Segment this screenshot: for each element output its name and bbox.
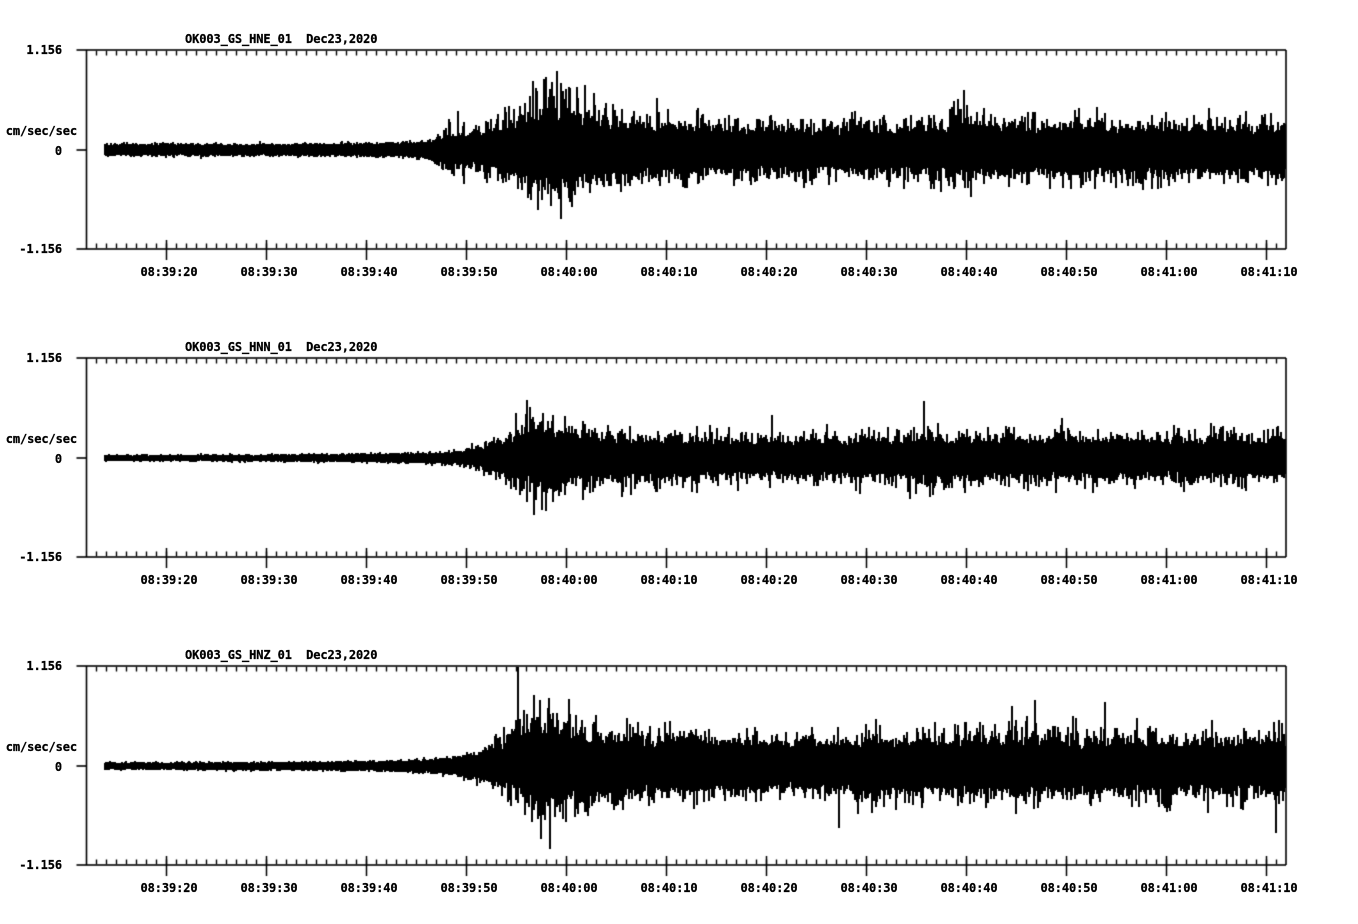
x-tick-label: 08:40:50 [1040, 572, 1098, 587]
y-zero-label: 0 [54, 144, 62, 158]
x-tick-label: 08:39:30 [240, 572, 298, 587]
x-tick-label: 08:39:50 [440, 572, 498, 587]
x-tick-label: 08:40:50 [1040, 880, 1098, 895]
panel-title: OK003_GS_HNE_01 Dec23,2020 [185, 32, 378, 46]
x-tick-label: 08:39:30 [240, 264, 298, 279]
x-tick-label: 08:41:10 [1240, 880, 1298, 895]
x-tick-label: 08:40:20 [740, 264, 798, 279]
x-tick-label: 08:41:10 [1240, 572, 1298, 587]
x-tick-label: 08:40:40 [940, 264, 998, 279]
x-tick-label: 08:40:20 [740, 572, 798, 587]
x-tick-label: 08:39:50 [440, 264, 498, 279]
y-unit-label: cm/sec/sec [5, 124, 78, 138]
x-tick-label: 08:39:40 [340, 880, 398, 895]
x-tick-label: 08:40:40 [940, 572, 998, 587]
x-tick-label: 08:40:10 [640, 880, 698, 895]
y-zero-label: 0 [54, 452, 62, 466]
x-tick-label: 08:40:10 [640, 264, 698, 279]
x-tick-label: 08:41:10 [1240, 264, 1298, 279]
x-tick-label: 08:40:30 [840, 264, 898, 279]
y-max-label: 1.156 [26, 659, 62, 673]
x-tick-label: 08:40:00 [540, 572, 598, 587]
x-tick-label: 08:39:50 [440, 880, 498, 895]
y-max-label: 1.156 [26, 43, 62, 57]
y-zero-label: 0 [54, 760, 62, 774]
x-tick-label: 08:41:00 [1140, 880, 1198, 895]
y-min-label: -1.156 [19, 242, 62, 256]
x-tick-label: 08:39:20 [140, 880, 198, 895]
y-min-label: -1.156 [19, 550, 62, 564]
x-tick-label: 08:40:30 [840, 572, 898, 587]
y-unit-label: cm/sec/sec [5, 740, 78, 754]
x-tick-label: 08:39:40 [340, 264, 398, 279]
y-unit-label: cm/sec/sec [5, 432, 78, 446]
x-tick-label: 08:40:20 [740, 880, 798, 895]
x-tick-label: 08:40:30 [840, 880, 898, 895]
x-tick-label: 08:39:40 [340, 572, 398, 587]
x-tick-label: 08:40:10 [640, 572, 698, 587]
x-tick-label: 08:40:50 [1040, 264, 1098, 279]
panel-title: OK003_GS_HNN_01 Dec23,2020 [185, 340, 378, 354]
x-tick-label: 08:40:40 [940, 880, 998, 895]
y-min-label: -1.156 [19, 858, 62, 872]
x-tick-label: 08:39:20 [140, 572, 198, 587]
y-max-label: 1.156 [26, 351, 62, 365]
x-tick-label: 08:41:00 [1140, 264, 1198, 279]
x-tick-label: 08:40:00 [540, 880, 598, 895]
x-tick-label: 08:39:20 [140, 264, 198, 279]
panel-title: OK003_GS_HNZ_01 Dec23,2020 [185, 648, 378, 662]
x-tick-label: 08:41:00 [1140, 572, 1198, 587]
x-tick-label: 08:39:30 [240, 880, 298, 895]
x-tick-label: 08:40:00 [540, 264, 598, 279]
